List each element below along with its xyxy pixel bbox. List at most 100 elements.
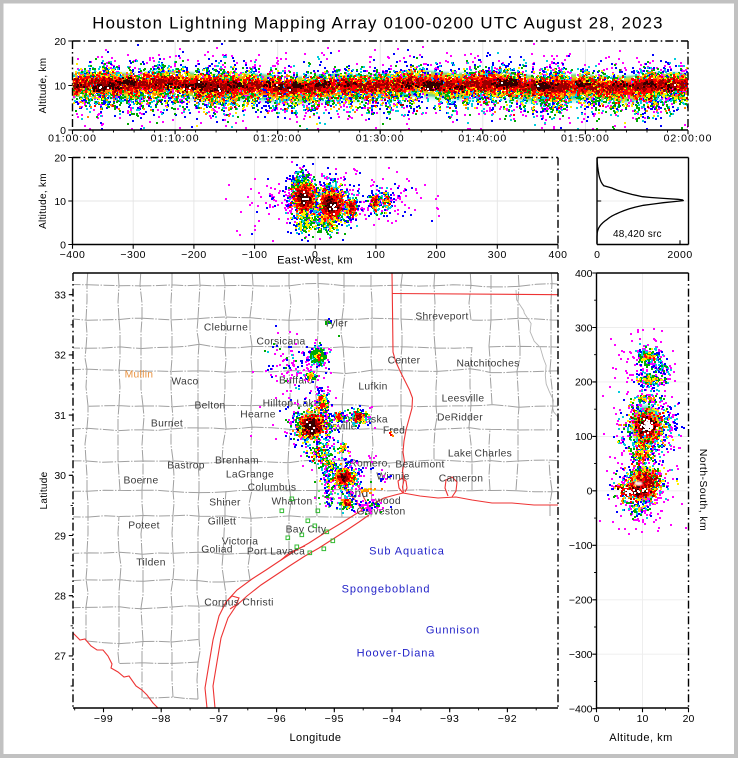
svg-text:300: 300 [488, 249, 507, 261]
svg-text:Altitude, km: Altitude, km [38, 173, 49, 229]
svg-text:Bastrop: Bastrop [167, 461, 205, 472]
svg-text:Sub Aquatica: Sub Aquatica [369, 546, 445, 558]
svg-text:01:20:00: 01:20:00 [253, 133, 302, 145]
svg-text:0: 0 [60, 125, 66, 137]
svg-text:Bay City: Bay City [286, 525, 327, 536]
svg-text:Fred: Fred [383, 426, 405, 437]
svg-text:Hearne: Hearne [240, 410, 276, 421]
svg-text:10: 10 [54, 196, 66, 208]
svg-text:Goliad: Goliad [201, 545, 233, 556]
svg-text:Cameron: Cameron [439, 474, 483, 485]
svg-text:Corsicana: Corsicana [256, 337, 305, 348]
svg-text:0: 0 [60, 239, 66, 251]
svg-text:Winnie: Winnie [376, 472, 409, 483]
svg-text:−94: −94 [382, 713, 401, 725]
svg-text:−200: −200 [181, 249, 207, 261]
svg-text:02:00:00: 02:00:00 [664, 133, 713, 145]
svg-text:20: 20 [54, 152, 66, 164]
svg-text:Shreveport: Shreveport [415, 312, 468, 323]
svg-text:East-West, km: East-West, km [277, 255, 353, 267]
svg-text:Tilden: Tilden [136, 558, 165, 569]
svg-text:Natchitoches: Natchitoches [456, 359, 519, 370]
svg-text:Houston Lightning Mapping Arra: Houston Lightning Mapping Array 0100-020… [92, 14, 663, 33]
svg-text:200: 200 [575, 377, 593, 389]
svg-text:and: and [348, 486, 369, 500]
svg-text:400: 400 [548, 249, 567, 261]
svg-text:LaGrange: LaGrange [226, 470, 274, 481]
svg-text:100: 100 [575, 431, 593, 443]
svg-text:Center: Center [388, 356, 421, 367]
svg-text:20: 20 [54, 36, 66, 48]
svg-text:10: 10 [54, 80, 66, 92]
svg-text:Mullin: Mullin [125, 370, 154, 381]
svg-text:Beaumont: Beaumont [395, 460, 444, 471]
svg-text:28: 28 [54, 591, 66, 603]
svg-text:Romero,: Romero, [349, 459, 391, 470]
svg-text:Poteet: Poteet [128, 521, 160, 532]
svg-text:Brenham: Brenham [215, 456, 259, 467]
svg-text:Spongebobland: Spongebobland [342, 584, 431, 596]
svg-text:Altitude, km: Altitude, km [38, 58, 49, 114]
svg-text:Longitude: Longitude [290, 732, 342, 744]
svg-text:Buffalo: Buffalo [279, 376, 313, 387]
svg-text:0: 0 [594, 249, 600, 261]
svg-text:Leesville: Leesville [442, 394, 485, 405]
svg-text:−96: −96 [267, 713, 286, 725]
svg-text:−100: −100 [242, 249, 268, 261]
svg-text:−100: −100 [569, 540, 593, 552]
svg-text:Shiner: Shiner [209, 498, 241, 509]
svg-text:01:30:00: 01:30:00 [356, 133, 405, 145]
svg-text:Cleburne: Cleburne [204, 323, 248, 334]
svg-text:2000: 2000 [667, 249, 692, 261]
svg-text:−99: −99 [94, 713, 113, 725]
svg-text:Waco: Waco [171, 377, 198, 388]
svg-text:300: 300 [575, 322, 593, 334]
svg-text:01:00:00: 01:00:00 [48, 133, 97, 145]
svg-text:−400: −400 [60, 249, 86, 261]
svg-text:01:40:00: 01:40:00 [458, 133, 507, 145]
svg-text:Wharton: Wharton [271, 497, 312, 508]
svg-text:400: 400 [575, 268, 593, 280]
svg-text:10: 10 [637, 713, 649, 725]
svg-text:Altitude, km: Altitude, km [609, 732, 672, 744]
svg-text:−93: −93 [440, 713, 459, 725]
svg-text:27: 27 [54, 651, 66, 663]
svg-text:29: 29 [54, 530, 66, 542]
svg-text:−300: −300 [569, 649, 593, 661]
svg-text:0: 0 [594, 713, 600, 725]
svg-text:Belton: Belton [195, 401, 226, 412]
svg-text:Gunnison: Gunnison [426, 625, 480, 637]
svg-text:Boerne: Boerne [123, 476, 158, 487]
svg-text:wood: wood [374, 496, 401, 507]
svg-text:01:50:00: 01:50:00 [561, 133, 610, 145]
svg-text:0: 0 [587, 486, 593, 498]
svg-text:32: 32 [54, 350, 66, 362]
svg-text:20: 20 [683, 713, 695, 725]
svg-text:0: 0 [312, 249, 318, 261]
svg-text:Lufkin: Lufkin [358, 382, 387, 393]
svg-text:−300: −300 [120, 249, 146, 261]
svg-text:Hoover-Diana: Hoover-Diana [357, 648, 436, 660]
svg-text:01:10:00: 01:10:00 [151, 133, 200, 145]
svg-text:Latitude: Latitude [39, 471, 50, 509]
svg-text:30: 30 [54, 470, 66, 482]
svg-text:−200: −200 [569, 595, 593, 607]
svg-text:−400: −400 [569, 704, 593, 716]
svg-text:Lake Charles: Lake Charles [448, 449, 512, 460]
svg-text:North-South, km: North-South, km [697, 449, 709, 531]
svg-text:−98: −98 [152, 713, 171, 725]
svg-text:33: 33 [54, 290, 66, 302]
svg-text:200: 200 [427, 249, 446, 261]
svg-text:−95: −95 [325, 713, 344, 725]
svg-text:Hilltop Lakes: Hilltop Lakes [263, 399, 326, 410]
svg-text:Gillett: Gillett [208, 517, 236, 528]
svg-text:Corpus Christi: Corpus Christi [204, 598, 273, 609]
svg-text:100: 100 [366, 249, 385, 261]
svg-text:Burnet: Burnet [151, 419, 183, 430]
svg-text:DeRidder: DeRidder [437, 413, 483, 424]
svg-text:Victoria: Victoria [222, 537, 259, 548]
svg-text:Port Lavaca: Port Lavaca [247, 547, 305, 558]
svg-text:48,420 src: 48,420 src [613, 229, 662, 240]
svg-text:31: 31 [54, 410, 66, 422]
svg-text:−97: −97 [209, 713, 228, 725]
